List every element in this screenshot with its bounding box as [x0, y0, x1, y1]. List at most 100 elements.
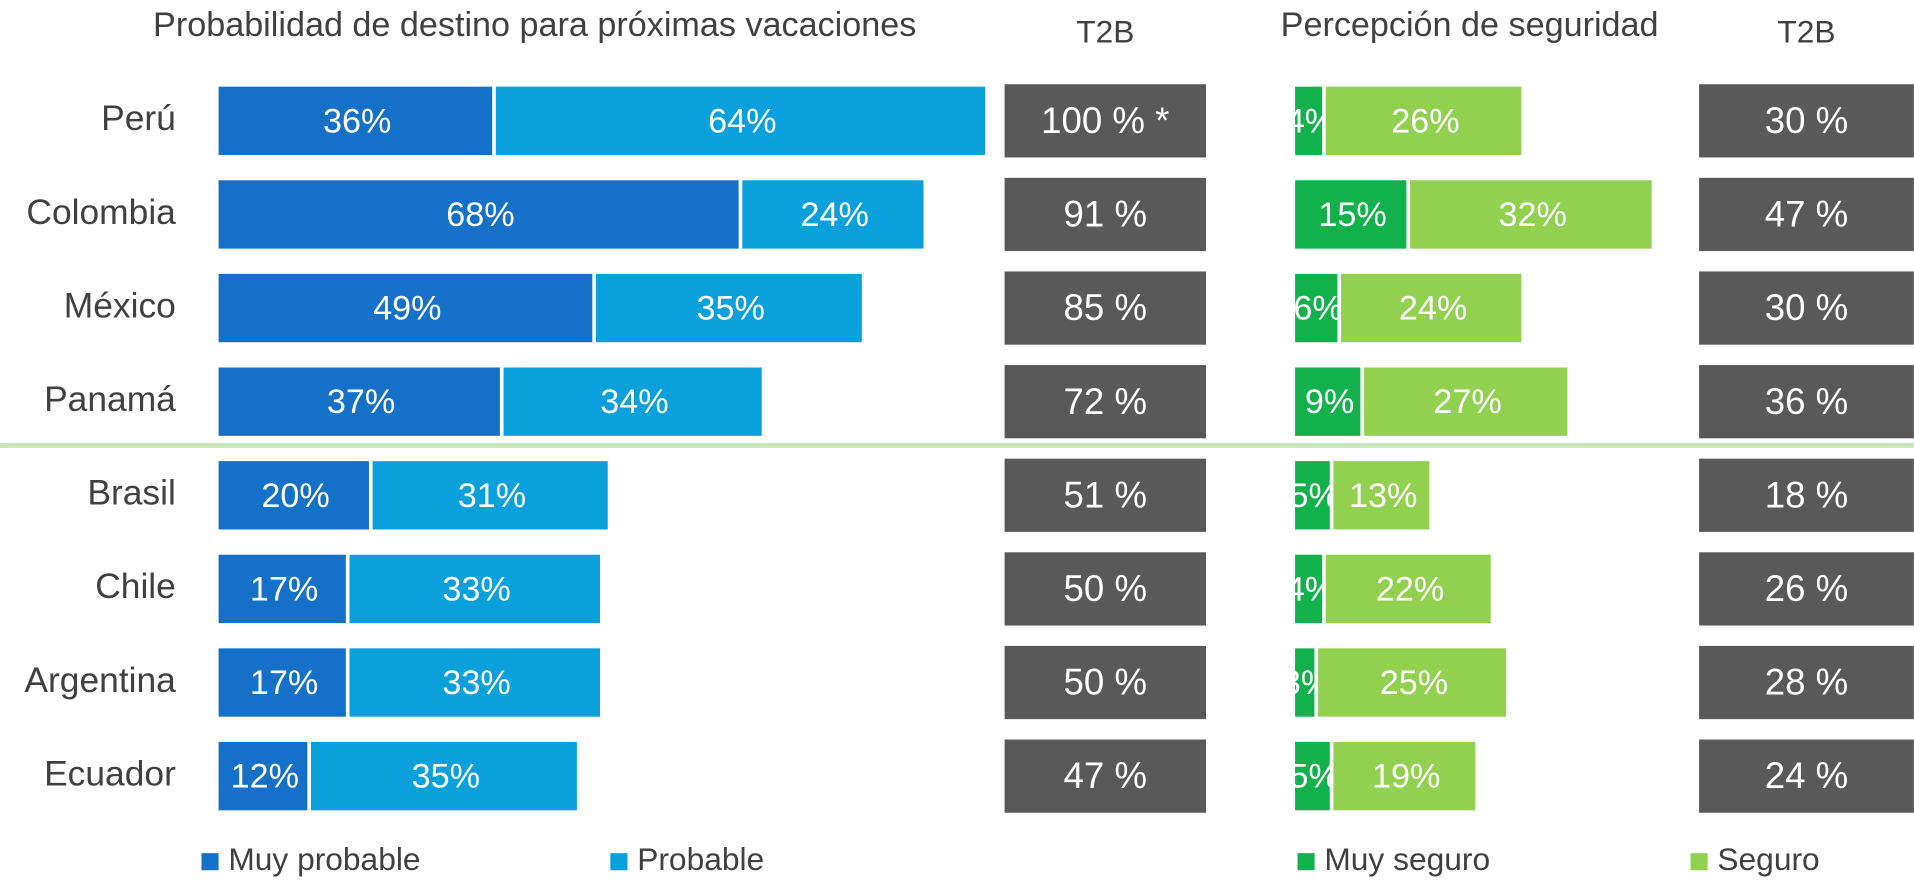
total-box — [1004, 645, 1206, 720]
total-box — [1699, 84, 1914, 158]
data-label: 24% — [1399, 290, 1467, 328]
total-box — [1699, 552, 1914, 626]
data-label: 32% — [1499, 196, 1567, 234]
bar-segment — [349, 648, 600, 717]
bar-segment — [218, 741, 308, 811]
data-label: 33% — [442, 664, 510, 702]
total-label: 100 % * — [1041, 100, 1169, 141]
total-label: 51 % — [1064, 474, 1147, 515]
data-label: 13% — [1349, 477, 1417, 515]
data-label: 64% — [708, 102, 776, 140]
bar-segment — [1295, 648, 1315, 717]
total-box — [1004, 177, 1206, 252]
bar-segment — [1364, 367, 1568, 436]
data-label: 26% — [1391, 102, 1459, 140]
category-label: Panamá — [44, 380, 176, 419]
data-label: 49% — [373, 290, 441, 328]
bar-segment — [1318, 648, 1507, 717]
data-label: 12% — [231, 758, 299, 796]
data-label: 19% — [1372, 758, 1440, 796]
data-label: 20% — [261, 477, 329, 515]
total-label: 18 % — [1765, 474, 1848, 515]
legend-label: Muy seguro — [1324, 841, 1490, 877]
bar-segment — [1333, 461, 1430, 530]
total-box — [1699, 739, 1914, 813]
bar-segment — [595, 273, 862, 343]
total-label: 91 % — [1064, 194, 1147, 235]
category-label: Brasil — [87, 474, 175, 513]
category-label: México — [64, 286, 176, 325]
data-label: 9% — [1305, 383, 1354, 421]
bar-segment — [218, 554, 346, 624]
bar-segment — [1295, 461, 1330, 530]
bar-segment — [218, 180, 739, 249]
data-label: 5% — [1290, 758, 1339, 796]
total-label: 72 % — [1064, 381, 1147, 422]
total-box — [1004, 739, 1206, 813]
bar-segment — [1295, 273, 1338, 343]
bar-segment — [310, 741, 577, 811]
bar-segment — [372, 461, 608, 530]
data-label: 24% — [801, 196, 869, 234]
bar-segment — [1295, 367, 1361, 436]
total-box — [1699, 177, 1914, 252]
bar-segment — [218, 273, 593, 343]
total-label: 85 % — [1064, 287, 1147, 328]
legend-label: Probable — [637, 841, 764, 877]
legend-swatch — [201, 853, 219, 871]
data-label: 25% — [1380, 664, 1448, 702]
data-label: 34% — [600, 383, 668, 421]
bar-segment — [349, 554, 600, 624]
data-label: 37% — [327, 383, 395, 421]
data-label: 31% — [458, 477, 526, 515]
bar-segment — [742, 180, 924, 249]
bar-segment — [1295, 86, 1323, 156]
chart-title: Probabilidad de destino para próximas va… — [153, 6, 916, 44]
category-label: Colombia — [26, 193, 176, 232]
total-label: 47 % — [1765, 194, 1848, 235]
total-box — [1004, 84, 1206, 158]
category-label: Perú — [101, 99, 176, 138]
total-box — [1699, 365, 1914, 439]
total-label: 30 % — [1765, 100, 1848, 141]
data-label: 5% — [1290, 477, 1339, 515]
total-box — [1004, 458, 1206, 532]
data-label: 27% — [1433, 383, 1501, 421]
total-label: 50 % — [1064, 662, 1147, 703]
chart-title: Percepción de seguridad — [1281, 6, 1659, 44]
bar-segment — [1295, 554, 1323, 624]
bar-segment — [1341, 273, 1522, 343]
data-label: 22% — [1376, 570, 1444, 608]
total-label: 24 % — [1765, 755, 1848, 796]
legend-swatch — [1297, 853, 1315, 871]
data-label: 17% — [250, 664, 318, 702]
bar-segment — [1325, 86, 1522, 156]
total-label: 30 % — [1765, 287, 1848, 328]
legend-label: Muy probable — [228, 841, 420, 877]
bar-segment — [218, 367, 500, 436]
totals-title: T2B — [1076, 14, 1134, 50]
bar-segment — [218, 461, 369, 530]
total-box — [1699, 271, 1914, 345]
data-label: 15% — [1318, 196, 1386, 234]
bar-segment — [218, 86, 493, 156]
bar-segment — [1333, 741, 1476, 811]
data-label: 17% — [250, 570, 318, 608]
category-label: Ecuador — [44, 754, 176, 793]
bar-segment — [503, 367, 762, 436]
total-box — [1004, 365, 1206, 439]
data-label: 36% — [323, 102, 391, 140]
total-box — [1699, 645, 1914, 720]
legend-swatch — [610, 853, 628, 871]
bar-segment — [1295, 180, 1407, 249]
bar-segment — [1325, 554, 1491, 624]
bar-segment — [495, 86, 986, 156]
total-box — [1004, 552, 1206, 626]
category-label: Chile — [95, 567, 176, 606]
data-label: 33% — [442, 570, 510, 608]
total-box — [1004, 271, 1206, 345]
data-label: 6% — [1293, 290, 1342, 328]
total-label: 28 % — [1765, 662, 1848, 703]
data-label: 35% — [697, 290, 765, 328]
